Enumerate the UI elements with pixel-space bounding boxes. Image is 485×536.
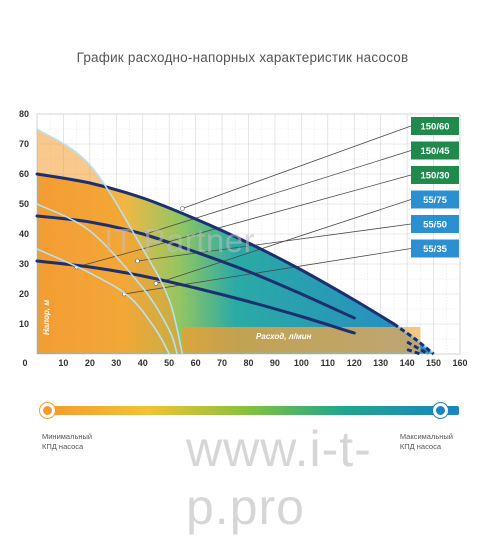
tag-label-55-50: 55/50 <box>423 220 447 231</box>
leader-lines <box>74 125 412 297</box>
leader-150-30 <box>76 174 412 268</box>
tag-55-75 <box>411 190 459 209</box>
pump-curves-chart: 0 10 20 30 40 50 60 70 80 90 100 110 120 130 140 150 160… <box>19 109 468 368</box>
curve-150-60 <box>35 172 396 326</box>
curve-55-50 <box>36 203 178 355</box>
leader-55-35 <box>124 248 412 295</box>
x-tick-label: 40 <box>138 358 148 368</box>
min-efficiency-label-line2: КПД насоса <box>42 442 84 451</box>
x-tick-label: 80 <box>243 358 253 368</box>
leader-150-45 <box>145 150 412 235</box>
min-efficiency-label-line1: Минимальный <box>42 432 93 441</box>
narrow-range-fill <box>37 129 183 354</box>
tag-150-60 <box>411 117 459 135</box>
curve-tail-150-60 <box>393 322 435 356</box>
curve-tail-150-30 <box>406 348 421 356</box>
y-tick-label: 20 <box>19 289 29 299</box>
y-tick-label: 30 <box>19 259 29 269</box>
max-efficiency-label-line2: КПД насоса <box>399 442 442 451</box>
tag-label-150-45: 150/45 <box>420 146 450 157</box>
chart-title: График расходно-напорных характеристик н… <box>76 50 409 65</box>
tag-label-55-75: 55/75 <box>423 195 447 206</box>
low-head-fill <box>182 327 421 354</box>
tag-label-150-30: 150/30 <box>420 171 449 182</box>
y-tick-label: 40 <box>19 229 29 239</box>
x-tick-label: 110 <box>321 358 336 368</box>
max-efficiency-label-line1: Максимальный <box>399 432 453 441</box>
x-tick-label: 130 <box>373 358 388 368</box>
leader-dot <box>153 281 159 286</box>
leader-150-60 <box>182 125 412 209</box>
watermark-logo: IT Partner <box>104 222 256 259</box>
y-tick-label: 10 <box>19 319 29 329</box>
x-tick-label: 100 <box>294 358 309 368</box>
curve-55-75 <box>36 128 184 355</box>
x-tick-label: 120 <box>347 358 362 368</box>
y-tick-label: 60 <box>19 169 29 179</box>
tag-label-55-35: 55/35 <box>423 244 447 255</box>
ticks-layer: 0 10 20 30 40 50 60 70 80 90 100 110 120 130 140 150 160… <box>19 109 468 368</box>
curve-150-30 <box>35 259 356 335</box>
x-tick-label: 140 <box>400 358 415 368</box>
leader-dot <box>180 206 185 211</box>
min-efficiency-label: Минимальный КПД насоса <box>42 432 92 452</box>
tag-55-35 <box>411 239 459 258</box>
tag-150-45 <box>411 141 459 160</box>
max-efficiency-dot <box>433 403 448 418</box>
leader-55-50 <box>137 223 412 262</box>
max-efficiency-label: Максимальный КПД насоса <box>400 432 453 452</box>
tag-label-150-60: 150/60 <box>420 122 449 133</box>
curves-layer <box>35 128 435 356</box>
curve-55-35 <box>36 248 170 355</box>
x-tick-label: 90 <box>270 358 280 368</box>
x-tick-label: 50 <box>164 358 174 368</box>
y-axis-label: Напор, м <box>42 300 51 335</box>
y-tick-label: 70 <box>19 139 29 149</box>
legend-tags: 150/60 150/45 150/30 55/75 55/50 55/35 <box>411 117 459 258</box>
x-tick-label: 150 <box>426 358 441 368</box>
watermark-url: www.i-t-p.pro <box>186 421 372 535</box>
efficiency-gradient-bar <box>45 406 459 415</box>
curve-150-45 <box>35 214 356 320</box>
x-tick-label: 60 <box>191 358 201 368</box>
x-tick-label: 10 <box>58 358 68 368</box>
x-tick-label: 160 <box>452 358 467 368</box>
curve-tail-150-45 <box>406 340 430 356</box>
x-tick-label: 20 <box>85 358 95 368</box>
x-axis-label: Расход, л/мин <box>256 332 312 341</box>
tag-150-30 <box>411 166 459 184</box>
x-tick-label: 30 <box>111 358 121 368</box>
y-tick-label: 80 <box>19 109 29 119</box>
x-tick-label: 70 <box>217 358 227 368</box>
leader-dot <box>135 258 140 264</box>
tag-55-50 <box>411 215 459 233</box>
y-tick-label: 50 <box>19 199 29 209</box>
x-tick-label: 0 <box>22 358 27 368</box>
min-efficiency-dot <box>40 403 55 418</box>
